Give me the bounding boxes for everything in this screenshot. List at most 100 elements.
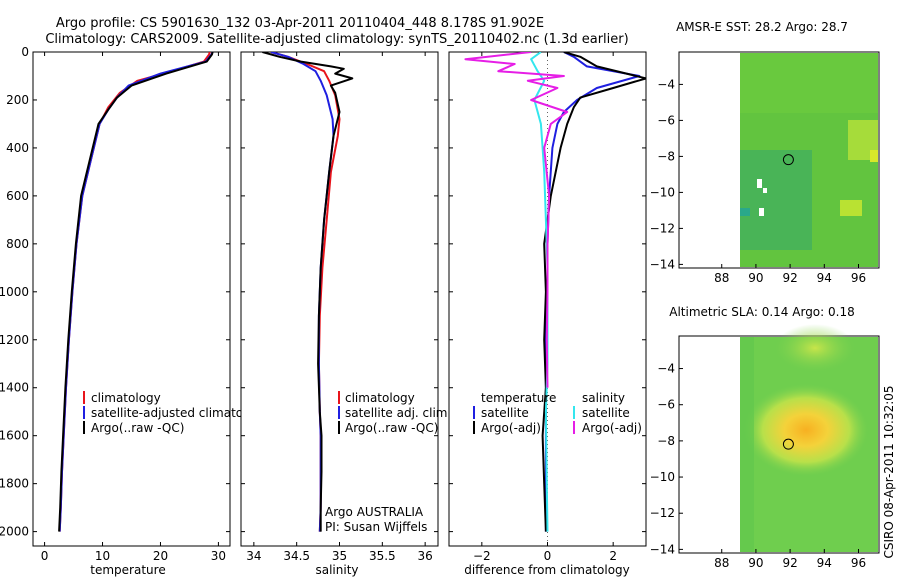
- lat-tick-label: −8: [657, 149, 675, 163]
- difference-legend: temperature salinity satellite Argo(-adj…: [473, 391, 642, 435]
- difference-panel: −2 0 2 difference from climatology tempera…: [448, 51, 647, 577]
- lon-tick-label: 94: [817, 271, 832, 285]
- y-tick-label: 800: [6, 237, 29, 251]
- lat-tick-label: −12: [650, 221, 675, 235]
- x-tick-label: −2: [473, 549, 491, 563]
- legend-label-argo: Argo(..raw -QC): [91, 421, 184, 435]
- y-tick-label: 1600: [0, 429, 29, 443]
- x-tick-label: 35.5: [369, 549, 396, 563]
- lon-tick-label: 90: [748, 556, 763, 570]
- y-tick-label: 1400: [0, 381, 29, 395]
- sst-argo-location-marker: [782, 154, 794, 166]
- legend-label-temp-satellite: satellite: [481, 406, 529, 420]
- y-tick-label: 1800: [0, 477, 29, 491]
- lon-tick-label: 96: [851, 271, 866, 285]
- lon-tick-label: 88: [714, 271, 729, 285]
- sst-missing-pixel-2: [763, 188, 767, 193]
- temperature-legend: climatology satellite-adjusted climatolo…: [83, 391, 269, 435]
- temperature-xlabel: temperature: [90, 563, 165, 577]
- x-tick-label: 2: [609, 549, 617, 563]
- salinity-legend: climatology satellite adj. clim. Argo(..…: [338, 391, 451, 435]
- legend-label-satellite-adjusted: satellite-adjusted climatology: [91, 406, 269, 420]
- x-tick-label: 34: [246, 549, 261, 563]
- legend-label-argo: Argo(..raw -QC): [345, 421, 438, 435]
- salinity-profile-lines: [262, 52, 354, 532]
- x-tick-label: 35: [332, 549, 347, 563]
- sst-upper-band: [740, 53, 878, 113]
- sst-map-axis-ticks: 88 90 92 94 96 −4 −6 −8 −10 −12 −14: [650, 77, 866, 285]
- x-tick-label: 0: [41, 549, 49, 563]
- salinity-xlabel: salinity: [315, 563, 358, 577]
- legend-title-salinity: salinity: [582, 391, 625, 405]
- sst-dot-1: [870, 150, 878, 162]
- sst-missing-pixel-1: [757, 179, 762, 188]
- sst-map-panel: AMSR-E SST: 28.2 Argo: 28.7 88 90 92 94 96 −4…: [650, 20, 880, 285]
- y-tick-label: 600: [6, 189, 29, 203]
- lat-tick-label: −10: [650, 470, 675, 484]
- lat-tick-label: −12: [650, 506, 675, 520]
- sst-cool-region: [740, 150, 812, 250]
- lon-tick-label: 96: [851, 556, 866, 570]
- temperature-axis-ticks: 0 10 20 30 0 200 400 600 800 1000 1200 1400 1600 1800…: [0, 45, 230, 563]
- sla-map-panel: Altimetric SLA: 0.14 Argo: 0.18 88 90 92 94…: [650, 305, 880, 570]
- temperature-panel: 0 10 20 30 0 200 400 600 800 1000 1200 1400 1600 1800…: [0, 45, 269, 577]
- x-tick-label: 10: [95, 549, 110, 563]
- salinity-panel: 34 34.5 35 35.5 36 salinity climatology sate…: [240, 51, 451, 577]
- series-line-argo-adj-: [464, 52, 569, 388]
- x-tick-label: 20: [153, 549, 168, 563]
- legend-label-satellite-adj: satellite adj. clim.: [345, 406, 451, 420]
- y-tick-label: 0: [21, 45, 29, 59]
- salinity-axis-ticks: 34 34.5 35 35.5 36: [241, 51, 438, 563]
- sla-positive-anomaly-blob: [744, 384, 868, 476]
- lat-tick-label: −14: [650, 542, 675, 556]
- lat-tick-label: −8: [657, 434, 675, 448]
- lat-tick-label: −6: [657, 113, 675, 127]
- lat-tick-label: −14: [650, 257, 675, 271]
- legend-label-temp-argo: Argo(-adj): [481, 421, 541, 435]
- y-tick-label: 1000: [0, 285, 29, 299]
- sst-missing-pixel-3: [759, 208, 764, 216]
- timestamp-label: CSIRO 08-Apr-2011 10:32:05: [882, 385, 896, 558]
- sla-western-edge: [740, 337, 754, 552]
- difference-profile-lines: [464, 52, 646, 532]
- sst-cyan-pixel: [740, 208, 750, 216]
- figure-title-line-2: Climatology: CARS2009. Satellite-adjuste…: [45, 32, 628, 47]
- lon-tick-label: 88: [714, 556, 729, 570]
- sla-map-axis-ticks: 88 90 92 94 96 −4 −6 −8 −10 −12 −14: [650, 362, 866, 570]
- legend-label-climatology: climatology: [345, 391, 415, 405]
- sst-warm-patch-southeast: [840, 200, 862, 216]
- lat-tick-label: −6: [657, 398, 675, 412]
- argo-program-annotation: Argo AUSTRALIA: [325, 505, 424, 519]
- legend-label-climatology: climatology: [91, 391, 161, 405]
- temperature-profile-lines: [58, 52, 214, 532]
- lat-tick-label: −10: [650, 185, 675, 199]
- lon-tick-label: 92: [782, 556, 797, 570]
- lon-tick-label: 92: [782, 271, 797, 285]
- salinity-plot-frame: [240, 51, 439, 547]
- sla-map-title: Altimetric SLA: 0.14 Argo: 0.18: [669, 305, 854, 319]
- difference-xlabel: difference from climatology: [464, 563, 630, 577]
- x-tick-label: 36: [418, 549, 433, 563]
- lat-tick-label: −4: [657, 77, 675, 91]
- sla-northern-bump: [775, 324, 855, 372]
- legend-title-temperature: temperature: [481, 391, 556, 405]
- sst-field: [740, 53, 878, 267]
- sst-map-title: AMSR-E SST: 28.2 Argo: 28.7: [676, 20, 848, 34]
- pi-annotation: PI: Susan Wijffels: [325, 520, 427, 534]
- difference-axis-ticks: −2 0 2: [449, 51, 646, 563]
- x-tick-label: 34.5: [283, 549, 310, 563]
- sla-field: [740, 324, 878, 552]
- x-tick-label: 30: [211, 549, 226, 563]
- temperature-plot-frame: [32, 51, 231, 547]
- series-line-argo-raw-qc-: [58, 52, 214, 532]
- lon-tick-label: 90: [748, 271, 763, 285]
- series-line-argo-raw-qc-: [262, 52, 354, 532]
- x-tick-label: 0: [544, 549, 552, 563]
- lon-tick-label: 94: [817, 556, 832, 570]
- figure-title-line-1: Argo profile: CS 5901630_132 03-Apr-2011…: [56, 16, 544, 31]
- legend-label-sal-argo: Argo(-adj): [582, 421, 642, 435]
- y-tick-label: 200: [6, 93, 29, 107]
- y-tick-label: 400: [6, 141, 29, 155]
- legend-label-sal-satellite: satellite: [582, 406, 630, 420]
